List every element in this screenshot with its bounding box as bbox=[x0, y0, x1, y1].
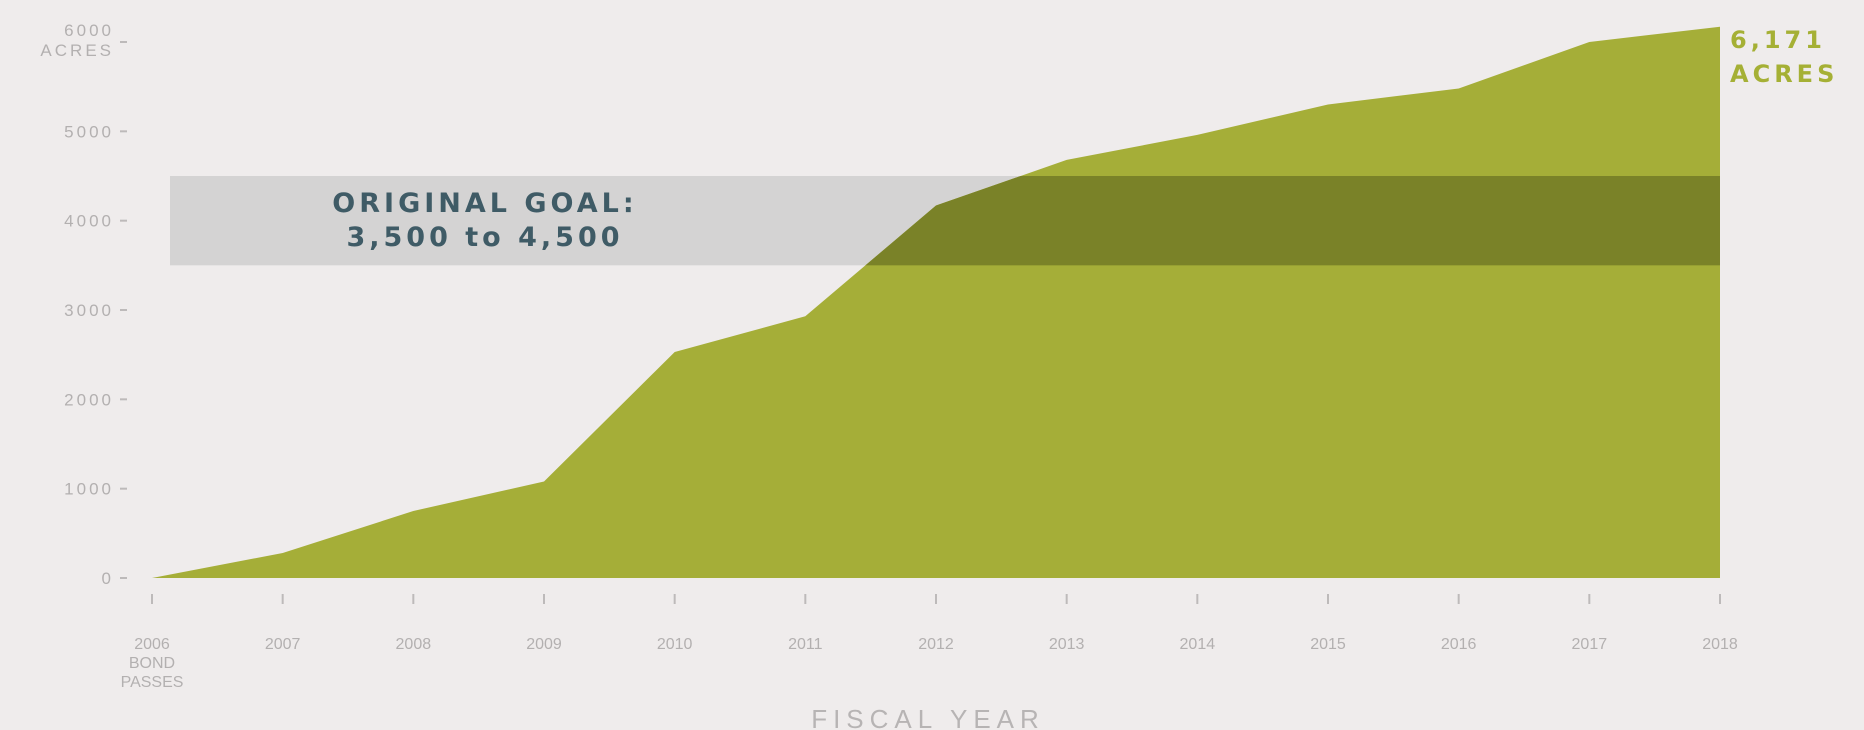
x-tick-label: 2018 bbox=[1702, 636, 1738, 653]
end-value-number: 6,171 bbox=[1730, 26, 1826, 54]
area-series bbox=[152, 26, 1720, 578]
x-tick-label: BOND bbox=[129, 655, 175, 672]
x-tick-label: 2006 bbox=[134, 636, 170, 653]
y-tick-label: 1000 bbox=[64, 480, 114, 499]
goal-label-line2: 3,500 to 4,500 bbox=[346, 222, 623, 253]
y-tick-label: 0 bbox=[102, 569, 114, 588]
x-tick-label: 2012 bbox=[918, 636, 954, 653]
goal-label-line1: ORIGINAL GOAL: bbox=[332, 188, 637, 219]
x-tick-label: 2016 bbox=[1441, 636, 1477, 653]
y-tick-label: 3000 bbox=[64, 301, 114, 320]
y-tick-label: 5000 bbox=[64, 122, 114, 141]
x-axis-title: FISCAL YEAR bbox=[811, 704, 1045, 730]
y-tick-label: 2000 bbox=[64, 390, 114, 409]
x-tick-label: 2009 bbox=[526, 636, 562, 653]
x-tick-label: 2015 bbox=[1310, 636, 1346, 653]
x-tick-label: 2014 bbox=[1180, 636, 1216, 653]
y-tick-label: 4000 bbox=[64, 212, 114, 231]
goal-label: ORIGINAL GOAL: 3,500 to 4,500 bbox=[332, 188, 637, 253]
end-value-label: 6,171 ACRES bbox=[1730, 26, 1838, 88]
x-axis: 2006 BOND PASSES 2007 2008 2009 2010 2011 2012 20… bbox=[121, 594, 1738, 691]
end-value-unit: ACRES bbox=[1730, 60, 1838, 88]
x-tick-label: 2013 bbox=[1049, 636, 1085, 653]
x-tick-label: 2011 bbox=[788, 636, 823, 653]
x-tick-label: 2007 bbox=[265, 636, 301, 653]
x-tick-label: 2010 bbox=[657, 636, 693, 653]
x-tick-label: 2017 bbox=[1572, 636, 1608, 653]
y-tick-label: 6000 bbox=[64, 21, 114, 40]
x-tick-label: 2008 bbox=[396, 636, 432, 653]
y-tick-label: ACRES bbox=[40, 41, 114, 60]
x-tick-label: PASSES bbox=[121, 674, 184, 691]
